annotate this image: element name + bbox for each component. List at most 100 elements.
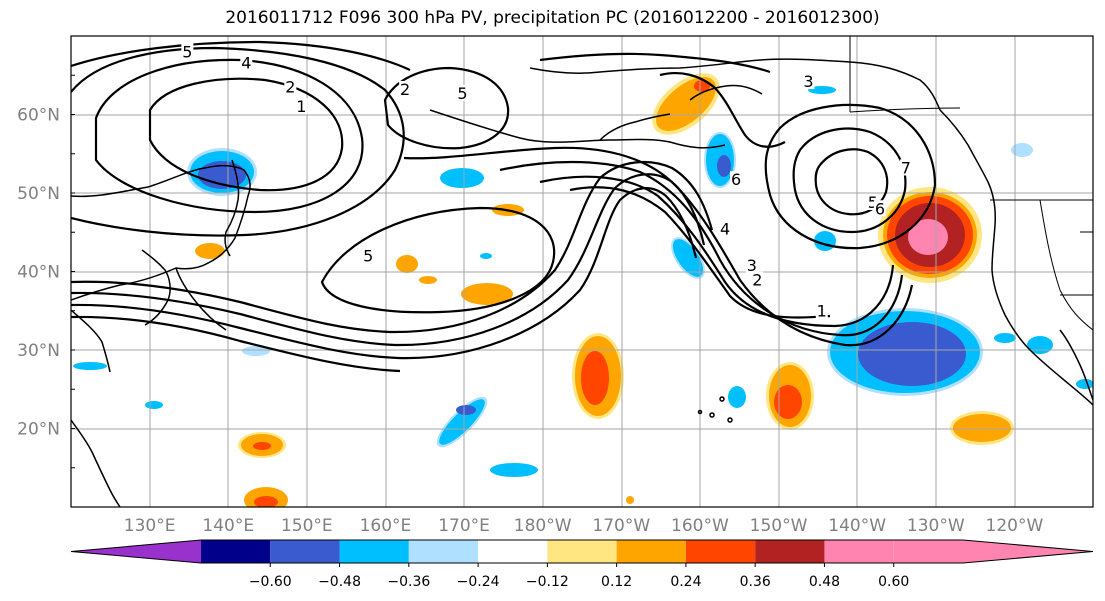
pv-contour-label: 2 (400, 80, 410, 99)
longitude-label: 130°E (124, 516, 176, 536)
precip-patch-130w-20n-024 (953, 414, 1011, 442)
latitude-label: 30°N (17, 341, 60, 361)
pv-contour-label: 5 (457, 84, 467, 103)
pv-contour-label: 1 (817, 301, 827, 320)
pv-contour-ridge-2 (71, 173, 706, 347)
colorbar-tick-label: 0.12 (601, 574, 632, 590)
precip-patch-130e-22n (145, 401, 163, 409)
pv-contour-low-east-middle (792, 127, 907, 234)
contour-label-background (815, 302, 828, 319)
colorbar-tick-label: 0.60 (878, 574, 909, 590)
precip-positive-patches (195, 73, 1014, 507)
latitude-label: 60°N (17, 106, 60, 126)
precip-patch-160w-40n-024 (672, 239, 704, 277)
pv-contour-aleutian-loop (659, 71, 786, 148)
precip-patch-140e-18n-036 (253, 442, 271, 450)
contour-label-background (284, 78, 297, 95)
pv-contour-arctic-east (539, 52, 771, 74)
colorbar-tick-label: −0.24 (457, 574, 500, 590)
precip-patch-125w-32n (994, 333, 1016, 343)
longitude-label: 140°E (202, 516, 254, 536)
pv-contour-label: 2 (285, 78, 295, 97)
colorbar-extend-max (963, 540, 1093, 563)
colorbar-segment (893, 540, 963, 563)
precip-patch-175e-15n (490, 463, 538, 477)
pv-contour-arctic (383, 66, 510, 150)
latitude-label: 50°N (17, 184, 60, 204)
precip-patch-160w-52n-036 (717, 155, 731, 177)
colorbar-tick-label: −0.12 (526, 574, 569, 590)
precip-patch-117w-50n (1011, 143, 1033, 157)
pv-contour-trough-4 (569, 186, 831, 319)
colorbar-segment (685, 540, 756, 563)
precip-patch-175e-50n (440, 168, 484, 188)
pv-contour-label: 2 (752, 271, 762, 290)
contour-label-background (240, 54, 253, 71)
precip-patch-135w-28n-036 (858, 322, 966, 386)
pv-contour-trough-1 (403, 146, 914, 347)
pv-contour-label: 1 (296, 97, 306, 116)
precip-patch-140e-10n-036 (254, 496, 278, 507)
colorbar-tick-label: −0.48 (318, 574, 361, 590)
colorbar-segment (339, 540, 409, 563)
pv-contour-label: 5 (363, 246, 373, 265)
longitude-label: 180°W (514, 516, 572, 536)
precip-patch-165e-20n-036 (456, 405, 476, 415)
contour-label-background (295, 98, 308, 115)
precip-patch-168e-39n (480, 253, 492, 259)
contour-label-background (362, 247, 375, 264)
pv-contour-label: 3 (803, 72, 813, 91)
pv-contour-label: 4 (720, 220, 730, 239)
colorbar-segment (478, 540, 548, 563)
pv-contour-ridge-1 (71, 160, 714, 334)
colorbar-tick-label: 0.48 (809, 574, 840, 590)
precip-patch-155w-25n (728, 386, 746, 408)
pv-contour-5-centre (320, 206, 556, 314)
precip-patch-160e (396, 255, 418, 273)
colorbar-segment (824, 540, 894, 563)
pv-contour-1-west (148, 77, 344, 192)
longitude-label: 160°W (671, 516, 729, 536)
colorbar-segment (201, 540, 271, 563)
longitude-label: 160°E (360, 516, 412, 536)
precip-patch-170e (461, 283, 513, 305)
contour-label-background (719, 220, 732, 237)
contour-label-background (399, 80, 412, 97)
precip-patch-aleutian-036 (694, 80, 710, 92)
contour-label-background (745, 256, 758, 273)
precip-patch-140e-30n (242, 346, 270, 356)
pv-contour-ridge-4 (71, 315, 401, 373)
longitude-label: 150°W (750, 516, 808, 536)
colorbar-tick-label: 0.24 (670, 574, 701, 590)
precip-patch-120e-28n (73, 362, 107, 370)
contour-label-background (873, 200, 886, 217)
precip-patch-ne-pacific-060 (908, 219, 948, 255)
pv-contour-trough-3 (539, 175, 895, 328)
political-borders (849, 36, 1093, 331)
map-title: 2016011712 F096 300 hPa PV, precipitatio… (225, 8, 880, 28)
longitude-label: 140°W (828, 516, 886, 536)
precip-patch-115w-25n (1076, 379, 1093, 389)
colorbar-segment (408, 540, 479, 563)
pv-contour-trough-2 (499, 160, 904, 337)
pv-contour-label: 5 (182, 42, 192, 61)
colorbar-tick-label: 0.36 (740, 574, 771, 590)
longitude-label: 150°E (281, 516, 333, 536)
longitude-label: 170°W (592, 516, 650, 536)
longitude-labels: 130°E 140°E 150°E 160°E 170°E 180°W 170°W 160°W… (124, 516, 1044, 536)
map-ticks (71, 74, 75, 469)
latitude-label: 20°N (17, 420, 60, 440)
pv-contours (71, 40, 937, 373)
pv-contour-low-east-outer (764, 103, 937, 250)
pv-contour-2-west (94, 58, 364, 214)
pv-contour-label: 5 (868, 193, 878, 212)
pv-contour-label: 6 (875, 199, 885, 218)
precip-patch-150w-036 (774, 385, 802, 419)
pv-contour-ridge-3 (71, 187, 698, 360)
longitude-label: 130°W (907, 516, 965, 536)
contour-label-background (802, 73, 815, 90)
graticule (71, 36, 1093, 507)
colorbar-tick-label: −0.60 (249, 574, 292, 590)
